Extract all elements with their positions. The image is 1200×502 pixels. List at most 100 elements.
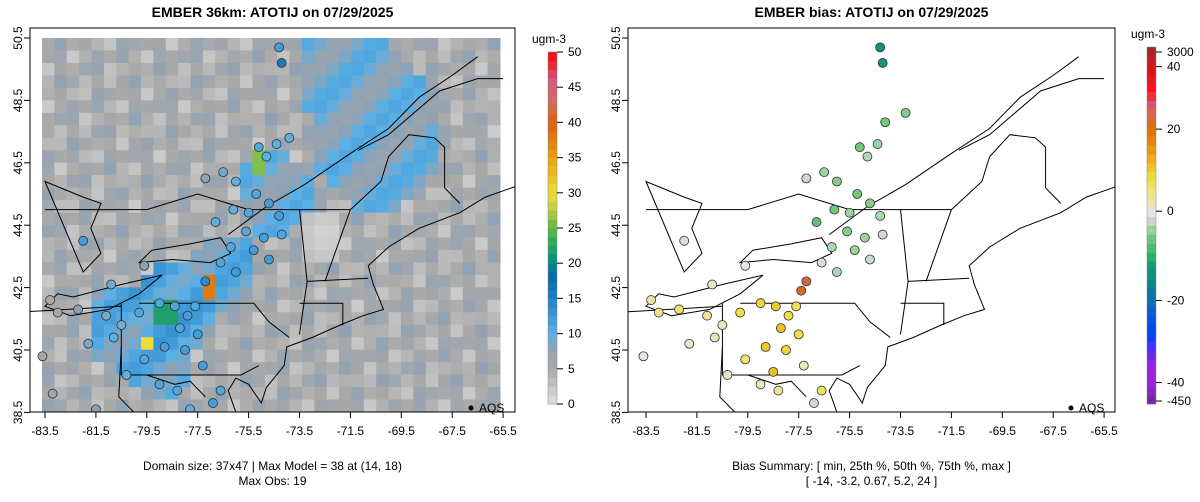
- aqs-legend-label: AQS: [1079, 401, 1104, 415]
- grid-cell: [413, 374, 427, 388]
- station-point: [717, 320, 728, 330]
- station-point: [108, 332, 119, 343]
- x-tick-label: -67.5: [439, 424, 467, 438]
- grid-cell: [215, 62, 229, 76]
- grid-cell: [178, 225, 192, 238]
- y-tick-label: 48.5: [11, 88, 25, 112]
- grid-cell: [54, 112, 68, 126]
- grid-cell: [252, 162, 266, 176]
- station-point: [251, 189, 262, 199]
- grid-cell: [178, 137, 192, 151]
- colorbar-segment: [1147, 287, 1156, 298]
- station-point: [139, 260, 150, 271]
- grid-cell: [351, 187, 365, 201]
- station-point: [228, 204, 239, 215]
- grid-cell: [54, 75, 68, 89]
- grid-cell: [388, 75, 402, 89]
- grid-cell: [240, 125, 253, 139]
- grid-cell: [351, 87, 365, 101]
- grid-cell: [388, 62, 402, 76]
- grid-cell: [376, 212, 390, 226]
- grid-cell: [277, 162, 291, 176]
- station-point: [154, 298, 165, 309]
- station-point: [796, 285, 807, 296]
- colorbar-segment: [548, 254, 557, 264]
- grid-cell: [289, 399, 303, 412]
- colorbar-segment: [1147, 270, 1156, 280]
- grid-cell: [450, 312, 464, 326]
- grid-cell: [103, 262, 117, 276]
- colorbar-segment: [1147, 243, 1156, 253]
- grid-cell: [54, 249, 68, 263]
- chart-title: EMBER 36km: ATOTIJ on 07/29/2025: [152, 4, 394, 20]
- grid-cell: [103, 249, 117, 263]
- grid-cell: [462, 362, 476, 376]
- state-border: [118, 346, 135, 412]
- grid-cell: [425, 249, 439, 263]
- state-border: [299, 302, 344, 325]
- grid-cell: [462, 100, 476, 114]
- grid-cell: [190, 137, 204, 151]
- grid-cell: [227, 324, 241, 338]
- colorbar-segment: [1147, 296, 1156, 307]
- station-point: [791, 301, 802, 312]
- grid-cell: [66, 62, 80, 76]
- grid-cell: [66, 399, 80, 412]
- grid-cell: [388, 287, 402, 301]
- y-tick-label: 46.5: [11, 151, 25, 175]
- station-point: [116, 320, 127, 330]
- station-point: [200, 276, 211, 287]
- grid-cell: [314, 200, 328, 214]
- grid-cell: [351, 262, 365, 276]
- grid-cell: [351, 349, 365, 363]
- grid-cell: [487, 249, 501, 263]
- station-point: [859, 232, 870, 243]
- grid-cell: [487, 337, 501, 351]
- colorbar-segment: [1147, 198, 1156, 209]
- grid-cell: [202, 374, 216, 388]
- grid-cell: [91, 125, 105, 139]
- grid-cell: [91, 362, 105, 376]
- grid-cell: [289, 162, 303, 176]
- grid-cell: [79, 225, 93, 238]
- colorbar-segment: [1147, 323, 1156, 333]
- grid-cell: [462, 237, 476, 251]
- grid-cell: [54, 324, 68, 338]
- grid-cell: [450, 225, 464, 238]
- grid-cell: [363, 212, 377, 226]
- grid-cell: [351, 362, 365, 376]
- footer-line-2: Max Obs: 19: [238, 474, 306, 488]
- grid-cell: [339, 162, 352, 176]
- grid-cell: [116, 175, 130, 189]
- grid-cell: [264, 287, 278, 301]
- grid-cell: [413, 87, 427, 101]
- grid-cell: [91, 349, 105, 363]
- colorbar-unit: ugm-3: [1131, 27, 1165, 41]
- y-tick-label: 44.5: [11, 213, 25, 237]
- grid-cell: [277, 112, 291, 126]
- grid-cell: [91, 287, 105, 301]
- grid-cell: [240, 374, 253, 388]
- grid-cell: [165, 125, 179, 139]
- station-point: [842, 226, 852, 237]
- station-point: [230, 176, 241, 187]
- grid-cell: [450, 162, 464, 176]
- grid-cell: [363, 150, 377, 164]
- colorbar-tick-label: 10: [568, 327, 582, 341]
- x-tick-label: -73.5: [887, 424, 915, 438]
- grid-cell: [79, 212, 93, 226]
- grid-cell: [66, 137, 80, 151]
- grid-cell: [314, 125, 328, 139]
- grid-cell: [202, 75, 216, 89]
- grid-cell: [326, 299, 340, 313]
- grid-cell: [314, 62, 328, 76]
- station-point: [271, 139, 282, 149]
- grid-cell: [240, 75, 253, 89]
- grid-cell: [141, 125, 154, 139]
- grid-cell: [363, 112, 377, 126]
- grid-cell: [450, 362, 464, 376]
- grid-cell: [91, 112, 105, 126]
- station-point: [154, 379, 165, 390]
- grid-cell: [388, 87, 402, 101]
- grid-cell: [475, 100, 489, 114]
